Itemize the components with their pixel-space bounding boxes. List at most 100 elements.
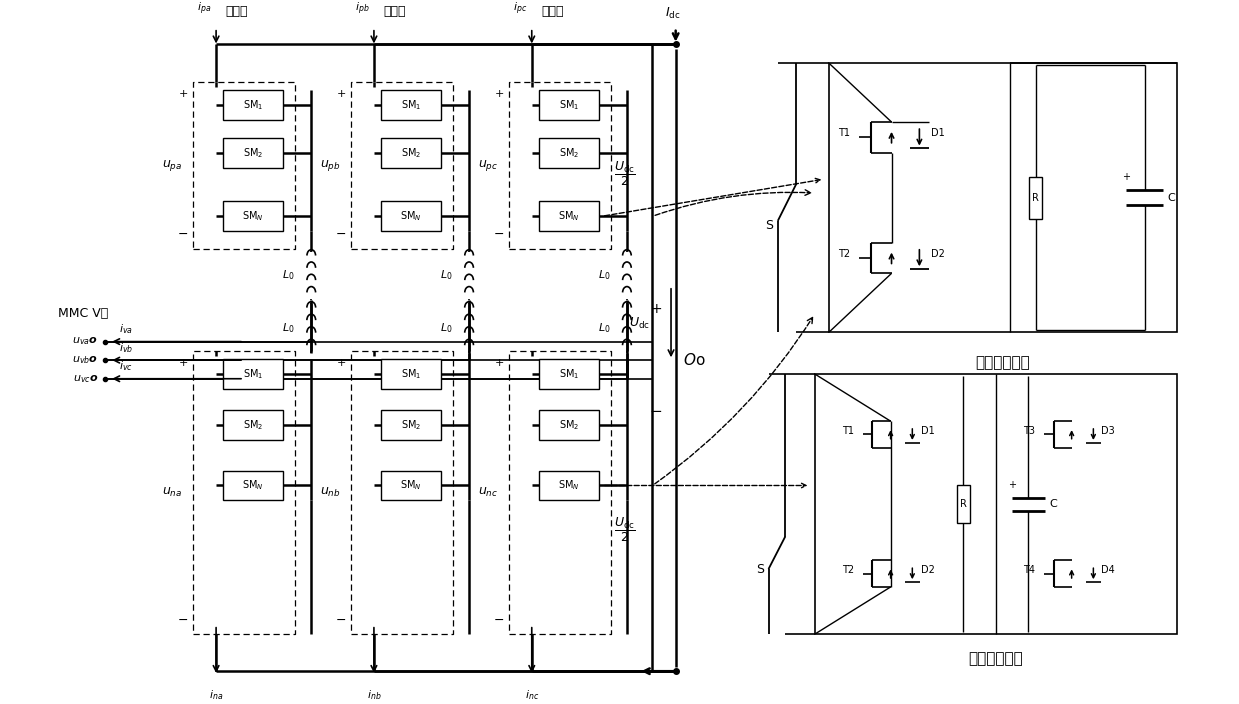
Text: SM$_2$: SM$_2$: [243, 146, 264, 160]
Text: +: +: [494, 358, 504, 368]
Bar: [223, 138, 284, 168]
Text: −: −: [493, 228, 504, 241]
Text: 全桥功率模块: 全桥功率模块: [969, 650, 1023, 666]
Text: R: R: [1032, 193, 1040, 203]
Text: $u_{na}$: $u_{na}$: [162, 486, 182, 499]
Bar: [380, 410, 441, 440]
Text: T2: T2: [838, 249, 850, 259]
Text: $L_0$: $L_0$: [597, 321, 611, 334]
Text: $L_0$: $L_0$: [597, 268, 611, 282]
Text: 相单元: 相单元: [541, 6, 564, 18]
Text: −: −: [177, 614, 188, 627]
Text: SM$_N$: SM$_N$: [558, 479, 580, 492]
Bar: [539, 410, 600, 440]
Text: SM$_1$: SM$_1$: [559, 98, 579, 112]
Text: SM$_N$: SM$_N$: [243, 209, 264, 223]
Text: R: R: [960, 499, 966, 509]
Text: SM$_1$: SM$_1$: [401, 367, 421, 381]
Bar: [1030, 177, 1042, 218]
Text: $u_{vb}$o: $u_{vb}$o: [72, 354, 98, 366]
Text: $u_{nb}$: $u_{nb}$: [320, 486, 341, 499]
Text: SM$_1$: SM$_1$: [559, 367, 579, 381]
Text: $u_{nc}$: $u_{nc}$: [478, 486, 498, 499]
Text: MMC V点: MMC V点: [58, 307, 109, 320]
Text: $i_{pa}$: $i_{pa}$: [197, 0, 212, 17]
Text: −: −: [336, 228, 346, 241]
Bar: [223, 90, 284, 120]
Text: SM$_2$: SM$_2$: [559, 418, 579, 432]
Bar: [223, 359, 284, 389]
Text: $U_{\mathrm{dc}}$: $U_{\mathrm{dc}}$: [628, 315, 649, 331]
Text: +: +: [337, 358, 346, 368]
Text: $i_{pc}$: $i_{pc}$: [513, 0, 527, 17]
Bar: [539, 201, 600, 231]
Text: $L_0$: $L_0$: [440, 268, 452, 282]
Text: $L_0$: $L_0$: [282, 321, 295, 334]
Text: $L_0$: $L_0$: [440, 321, 452, 334]
Text: 相单元: 相单元: [383, 6, 405, 18]
Bar: [539, 359, 600, 389]
Bar: [815, 374, 1177, 634]
Text: $u_{vc}$o: $u_{vc}$o: [73, 373, 98, 384]
Bar: [223, 410, 284, 440]
Text: 半桥功率模块: 半桥功率模块: [975, 356, 1031, 370]
Bar: [223, 471, 284, 501]
Text: SM$_N$: SM$_N$: [400, 209, 421, 223]
Text: +: +: [494, 89, 504, 99]
Text: $u_{va}$o: $u_{va}$o: [72, 336, 98, 348]
Bar: [539, 138, 600, 168]
Text: T1: T1: [838, 128, 850, 138]
Text: D1: D1: [921, 426, 934, 436]
Text: $\dfrac{U_{\mathrm{dc}}}{2}$: $\dfrac{U_{\mathrm{dc}}}{2}$: [613, 161, 636, 189]
Text: $i_{nb}$: $i_{nb}$: [367, 688, 382, 702]
Text: D4: D4: [1100, 565, 1114, 575]
Text: +: +: [1123, 172, 1130, 182]
Text: +: +: [650, 302, 662, 316]
Text: SM$_2$: SM$_2$: [243, 418, 264, 432]
Text: T4: T4: [1023, 565, 1036, 575]
Text: SM$_1$: SM$_1$: [243, 367, 264, 381]
Text: −: −: [649, 403, 662, 419]
Bar: [539, 90, 600, 120]
Text: $u_{pa}$: $u_{pa}$: [162, 158, 182, 172]
Text: S: S: [756, 562, 764, 576]
Text: $i_{nc}$: $i_{nc}$: [524, 688, 539, 702]
Bar: [380, 359, 441, 389]
Text: −: −: [336, 614, 346, 627]
Bar: [829, 63, 1177, 332]
Text: −: −: [177, 228, 188, 241]
Text: SM$_2$: SM$_2$: [401, 146, 421, 160]
Text: SM$_2$: SM$_2$: [401, 418, 421, 432]
Text: $\dfrac{U_{\mathrm{dc}}}{2}$: $\dfrac{U_{\mathrm{dc}}}{2}$: [613, 515, 636, 543]
Text: SM$_2$: SM$_2$: [559, 146, 579, 160]
Bar: [380, 90, 441, 120]
Text: −: −: [493, 614, 504, 627]
Text: S: S: [766, 219, 773, 232]
Text: SM$_1$: SM$_1$: [243, 98, 264, 112]
Text: +: +: [178, 89, 188, 99]
Text: $u_{pc}$: $u_{pc}$: [478, 158, 498, 172]
Text: $u_{pb}$: $u_{pb}$: [320, 158, 341, 172]
Text: $O$o: $O$o: [683, 352, 705, 368]
Bar: [380, 138, 441, 168]
Text: T1: T1: [843, 426, 855, 436]
Text: D2: D2: [930, 249, 944, 259]
Text: SM$_N$: SM$_N$: [400, 479, 421, 492]
Text: $L_0$: $L_0$: [282, 268, 295, 282]
Text: SM$_1$: SM$_1$: [401, 98, 421, 112]
Bar: [380, 201, 441, 231]
Text: D3: D3: [1100, 426, 1114, 436]
Text: $i_{vc}$: $i_{vc}$: [119, 359, 133, 373]
Text: $i_{na}$: $i_{na}$: [209, 688, 223, 702]
Bar: [380, 471, 441, 501]
Text: $I_{\mathrm{dc}}$: $I_{\mathrm{dc}}$: [665, 6, 680, 21]
Text: C: C: [1049, 499, 1057, 509]
Text: +: +: [1007, 481, 1016, 491]
Text: C: C: [1167, 193, 1176, 203]
Text: $i_{vb}$: $i_{vb}$: [119, 341, 133, 355]
Bar: [223, 201, 284, 231]
Text: D1: D1: [930, 128, 944, 138]
Text: 相单元: 相单元: [225, 6, 248, 18]
Text: +: +: [337, 89, 346, 99]
Text: D2: D2: [921, 565, 934, 575]
